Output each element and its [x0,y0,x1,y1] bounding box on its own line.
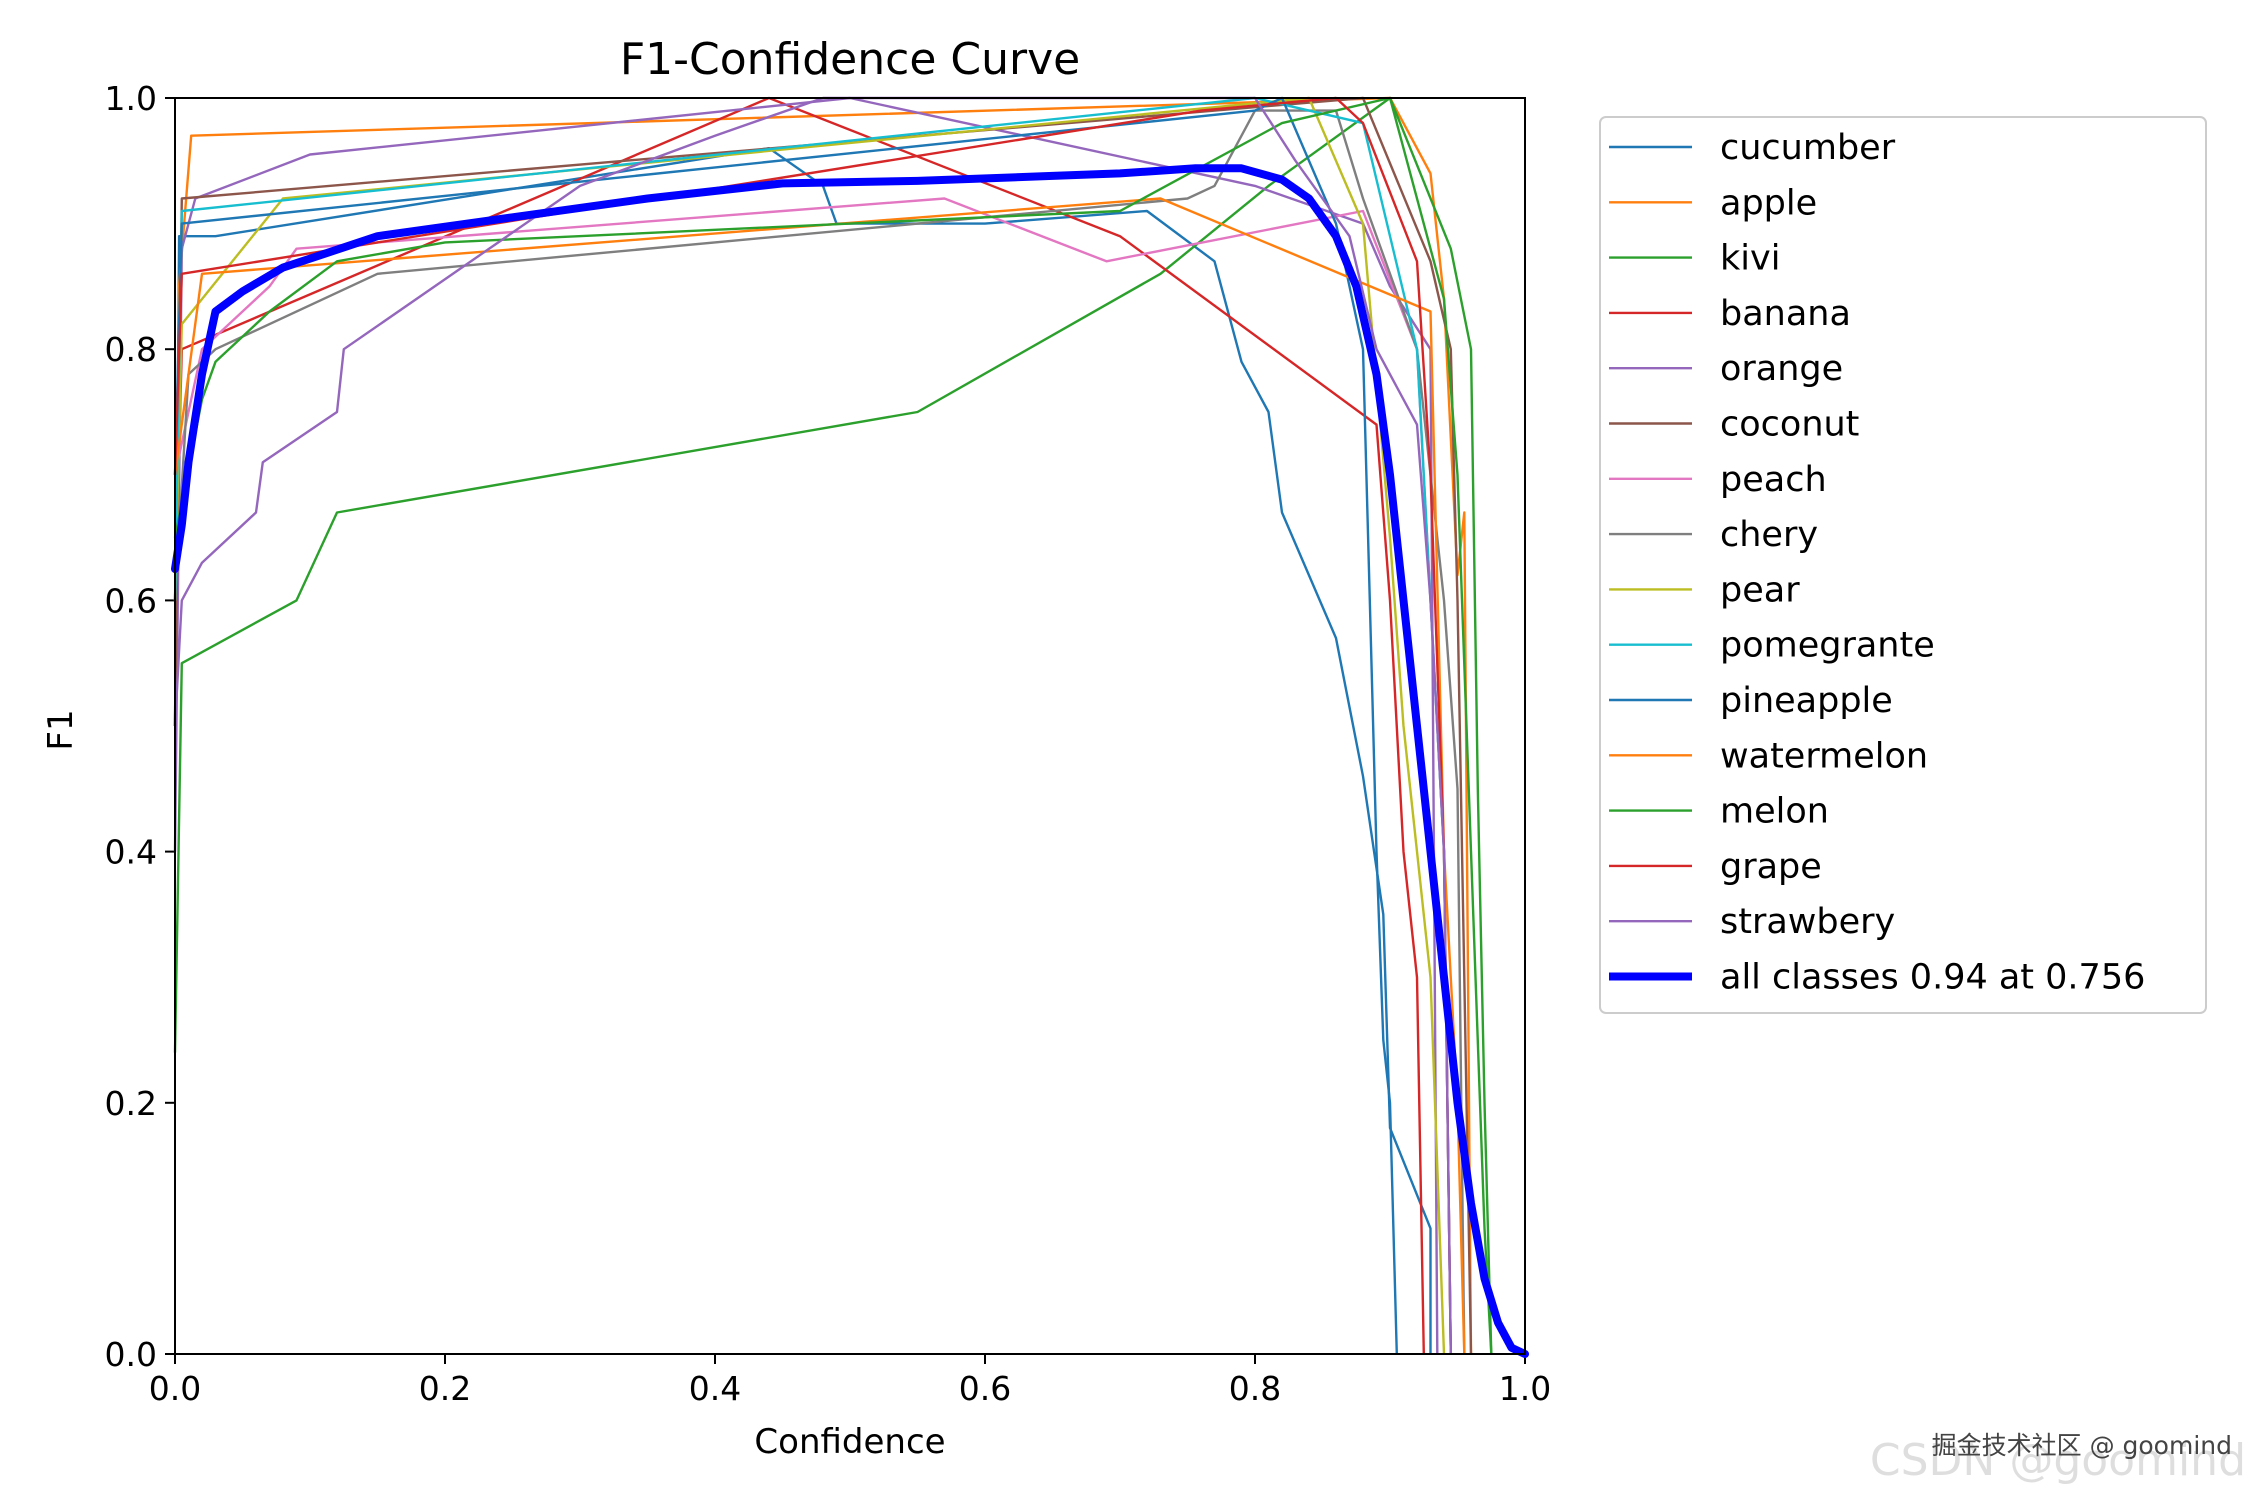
legend-label: kivi [1720,239,1780,279]
x-tick-label: 0.6 [959,1369,1011,1408]
series-line-strawbery [173,96,1452,1355]
x-axis-label: Confidence [754,1422,945,1462]
legend-label: pear [1720,570,1800,610]
x-axis-ticks: 0.0 0.2 0.4 0.6 0.8 1.0 [149,1354,1551,1408]
y-tick-label: 0.0 [105,1335,157,1374]
y-tick-label: 0.6 [105,581,157,620]
series-line-all-classes [171,164,1529,1358]
x-tick-label: 0.8 [1229,1369,1281,1408]
y-tick-label: 0.2 [105,1084,157,1123]
legend-label: cucumber [1720,128,1896,168]
y-axis-ticks: 0.0 0.2 0.4 0.6 0.8 1.0 [105,79,175,1374]
watermark-caption: 掘金技术社区 @ goomind [1931,1431,2232,1460]
legend-label: melon [1720,792,1829,832]
y-tick-label: 0.4 [105,833,157,872]
legend-label: strawbery [1720,902,1895,942]
series-line-cucumber [173,146,1432,1354]
y-tick-label: 1.0 [105,79,157,118]
series-line-banana [173,96,1425,1355]
legend-label: coconut [1720,405,1859,445]
legend: cucumber apple kivi banana orange coconut peac… [1599,116,2207,1014]
series-line-pear [173,96,1446,1355]
legend-label: all classes 0.94 at 0.756 [1720,958,2145,998]
legend-label: watermelon [1720,736,1928,776]
legend-label: pomegrante [1720,626,1935,666]
y-axis-label: F1 [41,709,81,750]
legend-label: apple [1720,183,1817,223]
x-tick-label: 0.4 [689,1369,741,1408]
legend-label: orange [1720,349,1843,389]
series-line-kivi [173,96,1493,1355]
series-line-pineapple [173,96,1398,1355]
series-line-apple [173,96,1473,1355]
legend-frame [1599,116,2207,1014]
legend-label: pineapple [1720,681,1893,721]
legend-label: banana [1720,294,1851,334]
x-tick-label: 0.0 [149,1369,201,1408]
legend-label: chery [1720,515,1818,555]
legend-label: peach [1720,460,1827,500]
plot-frame [174,97,1526,1355]
series-layer [171,96,1529,1358]
series-line-coconut [173,96,1473,1355]
x-tick-label: 1.0 [1499,1369,1551,1408]
x-tick-label: 0.2 [419,1369,471,1408]
watermark-overlay: CSDN @goomind [1869,1435,2246,1486]
legend-label: grape [1720,847,1822,887]
chart-title: F1-Confidence Curve [620,34,1080,85]
y-tick-label: 0.8 [105,330,157,369]
